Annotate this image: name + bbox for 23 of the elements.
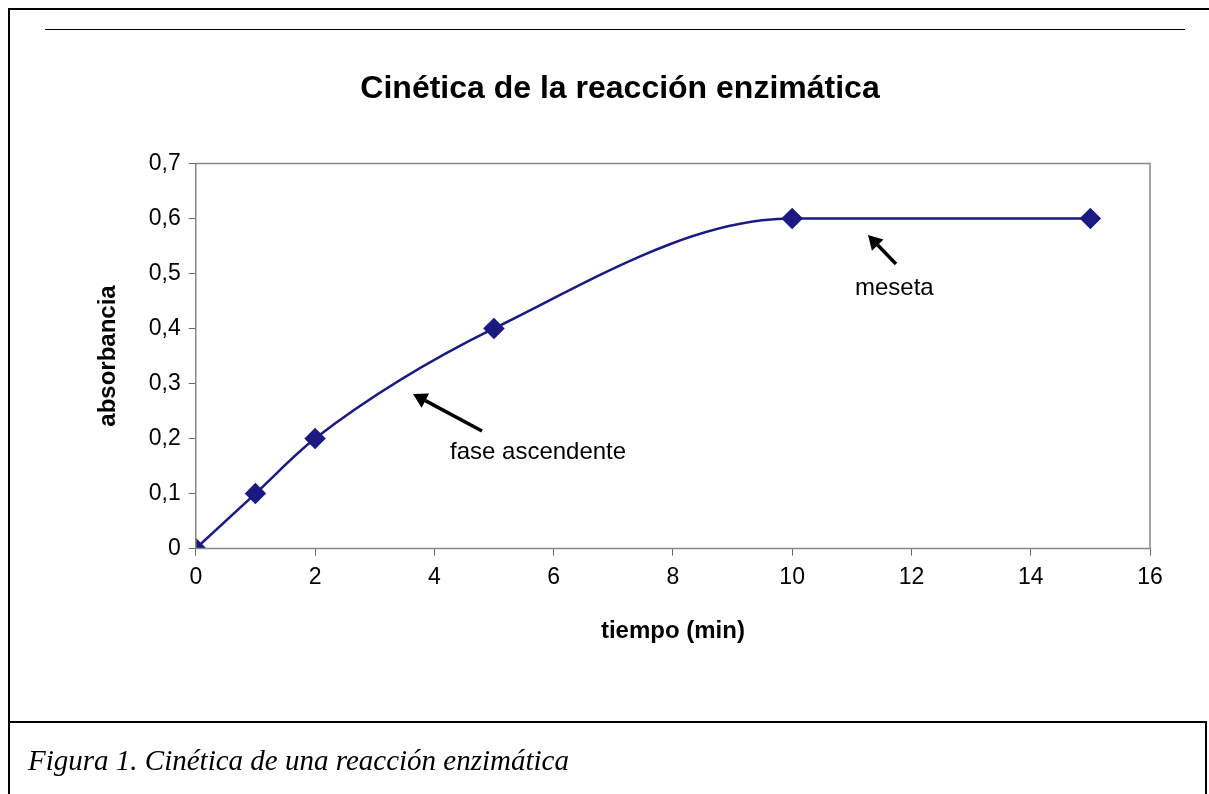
annotation: meseta: [855, 273, 934, 301]
y-tick-label: 0,2: [148, 423, 181, 450]
y-tick-label: 0,4: [148, 313, 181, 340]
x-tick-label: 16: [1137, 562, 1163, 589]
chart-title: Cinética de la reacción enzimática: [360, 69, 880, 106]
text: Figura 1. Cinética de una reacción enzimática: [28, 744, 569, 777]
x-tick-label: 10: [779, 562, 805, 589]
y-tick-label: 0,6: [148, 203, 181, 230]
x-tick-label: 8: [666, 562, 680, 589]
y-tick-label: 0,7: [148, 148, 181, 175]
x-tick-label: 2: [308, 562, 322, 589]
annotation: fase ascendente: [450, 437, 627, 465]
x-tick-label: 4: [427, 562, 441, 589]
y-axis-title: absorbancia: [93, 284, 121, 427]
x-tick-label: 6: [547, 562, 561, 589]
y-tick-label: 0: [167, 533, 181, 560]
x-axis-title: tiempo (min): [600, 616, 745, 644]
x-tick-label: 12: [898, 562, 925, 589]
x-tick-label: 14: [1017, 562, 1044, 589]
y-tick-label: 0,5: [148, 258, 181, 285]
y-tick-label: 0,1: [148, 478, 181, 505]
y-tick-label: 0,3: [148, 368, 181, 395]
x-tick-label: 0: [189, 562, 203, 589]
